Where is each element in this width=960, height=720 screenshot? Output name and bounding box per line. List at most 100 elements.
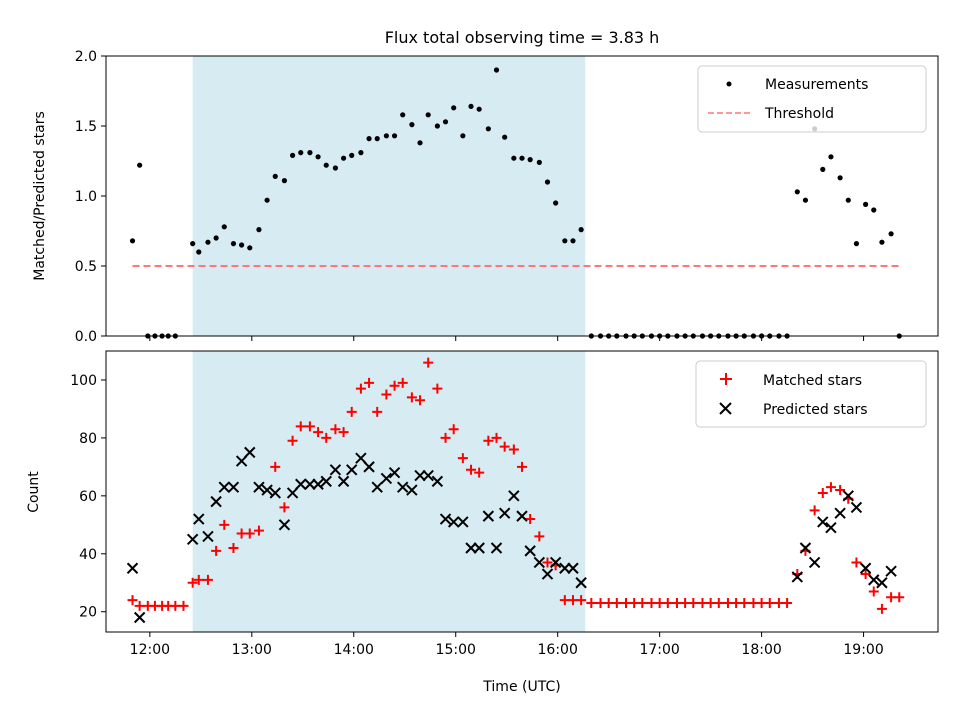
measurement-point bbox=[442, 119, 449, 125]
predicted-star-point bbox=[355, 452, 367, 464]
y-tick-label: 100 bbox=[70, 373, 97, 389]
matched-star-point bbox=[868, 586, 879, 597]
predicted-star-point bbox=[371, 481, 383, 493]
measurement-point bbox=[315, 154, 321, 160]
matched-star-point bbox=[688, 598, 699, 609]
y-tick-label: 80 bbox=[79, 431, 97, 447]
shaded-span-rect bbox=[192, 56, 586, 336]
measurement-point bbox=[205, 239, 211, 245]
predicted-stars-points bbox=[126, 446, 897, 624]
bottom-legend-box bbox=[695, 360, 927, 428]
measurement-point bbox=[879, 239, 885, 245]
legend-measurements-label: Measurements bbox=[765, 77, 868, 93]
predicted-star-point bbox=[253, 481, 265, 493]
x-tick-label: 14:00 bbox=[334, 642, 374, 658]
y-tick-label: 20 bbox=[79, 605, 97, 621]
measurement-point bbox=[340, 155, 347, 161]
measurement-point bbox=[221, 224, 227, 230]
predicted-star-point bbox=[210, 495, 222, 508]
measurement-point bbox=[256, 227, 262, 233]
measurement-point bbox=[272, 173, 278, 179]
predicted-star-point bbox=[868, 574, 880, 586]
predicted-star-point bbox=[490, 542, 503, 554]
measurement-point bbox=[871, 207, 877, 213]
measurement-point bbox=[213, 235, 219, 241]
predicted-star-point bbox=[473, 542, 485, 554]
predicted-star-point bbox=[541, 568, 554, 580]
predicted-star-point bbox=[825, 522, 837, 534]
x-axis-label: Time (UTC) bbox=[482, 679, 560, 695]
measurement-point bbox=[332, 165, 339, 171]
top-y-axis-label: Matched/Predicted stars bbox=[32, 111, 48, 281]
y-tick-label: 1.0 bbox=[75, 189, 97, 205]
matched-star-point bbox=[338, 427, 349, 438]
matched-star-point bbox=[389, 380, 400, 391]
measurement-point bbox=[820, 166, 826, 172]
x-tick-label: 17:00 bbox=[639, 642, 679, 658]
matched-star-point bbox=[253, 525, 264, 536]
matched-star-point bbox=[739, 598, 750, 609]
predicted-star-point bbox=[133, 611, 146, 624]
x-tick-label: 16:00 bbox=[538, 642, 578, 658]
measurement-point bbox=[863, 201, 869, 207]
measurement-point bbox=[129, 238, 136, 244]
measurement-point bbox=[468, 103, 474, 109]
bottom-panel: 20 40 60 80 100 12:00 13:00 14:00 15:00 16:00 17:… bbox=[26, 350, 939, 695]
measurement-point bbox=[553, 200, 559, 206]
measurement-point bbox=[828, 154, 834, 160]
measurement-point bbox=[544, 179, 551, 185]
measurement-point bbox=[527, 157, 533, 163]
measurement-point bbox=[802, 197, 809, 203]
predicted-star-point bbox=[261, 484, 273, 496]
predicted-star-point bbox=[304, 478, 316, 490]
matched-star-point bbox=[364, 377, 375, 388]
measurement-point bbox=[536, 159, 542, 165]
shaded-span-rect bbox=[192, 351, 586, 632]
predicted-star-point bbox=[791, 571, 804, 583]
measurement-point bbox=[289, 152, 296, 158]
matched-star-point bbox=[304, 421, 315, 432]
measurement-point bbox=[837, 175, 843, 181]
matched-star-point bbox=[432, 383, 443, 394]
matched-star-point bbox=[466, 464, 477, 475]
measurement-point bbox=[307, 150, 313, 156]
x-tick-label: 18:00 bbox=[741, 642, 781, 658]
measurement-point bbox=[794, 189, 800, 195]
bottom-y-ticks: 20 40 60 80 100 bbox=[70, 373, 106, 621]
measurement-point bbox=[493, 67, 500, 73]
measurement-point bbox=[476, 106, 482, 112]
measurement-point bbox=[281, 178, 288, 184]
measurement-point bbox=[374, 136, 380, 142]
observing-window-shade-bottom bbox=[192, 351, 586, 632]
observing-window-shade bbox=[192, 56, 586, 336]
predicted-star-point bbox=[346, 464, 358, 476]
legend-measurements-marker bbox=[726, 81, 732, 87]
predicted-star-point bbox=[559, 562, 571, 574]
measurement-point bbox=[298, 150, 304, 156]
measurement-point bbox=[247, 245, 253, 251]
matched-stars-points bbox=[127, 357, 905, 614]
measurement-point bbox=[845, 197, 851, 203]
predicted-star-point bbox=[465, 542, 477, 554]
predicted-star-point bbox=[799, 542, 812, 554]
predicted-star-point bbox=[498, 507, 511, 519]
top-legend-box bbox=[697, 65, 927, 133]
bottom-y-axis-label: Count bbox=[26, 471, 42, 513]
measurement-point bbox=[196, 249, 202, 255]
matched-star-point bbox=[474, 467, 485, 478]
legend-matched-label: Matched stars bbox=[763, 373, 862, 389]
predicted-star-point bbox=[834, 507, 846, 519]
measurement-point bbox=[511, 155, 517, 161]
matched-star-point bbox=[127, 595, 138, 606]
predicted-star-point bbox=[269, 487, 281, 499]
predicted-star-point bbox=[508, 490, 520, 502]
measurement-point bbox=[888, 231, 894, 237]
predicted-star-point bbox=[414, 469, 426, 482]
matched-star-point bbox=[534, 531, 545, 542]
matched-star-point bbox=[423, 357, 434, 368]
matched-star-point bbox=[406, 392, 417, 403]
matched-star-point bbox=[662, 598, 673, 609]
measurement-point bbox=[578, 227, 584, 233]
legend-predicted-label: Predicted stars bbox=[763, 402, 868, 418]
